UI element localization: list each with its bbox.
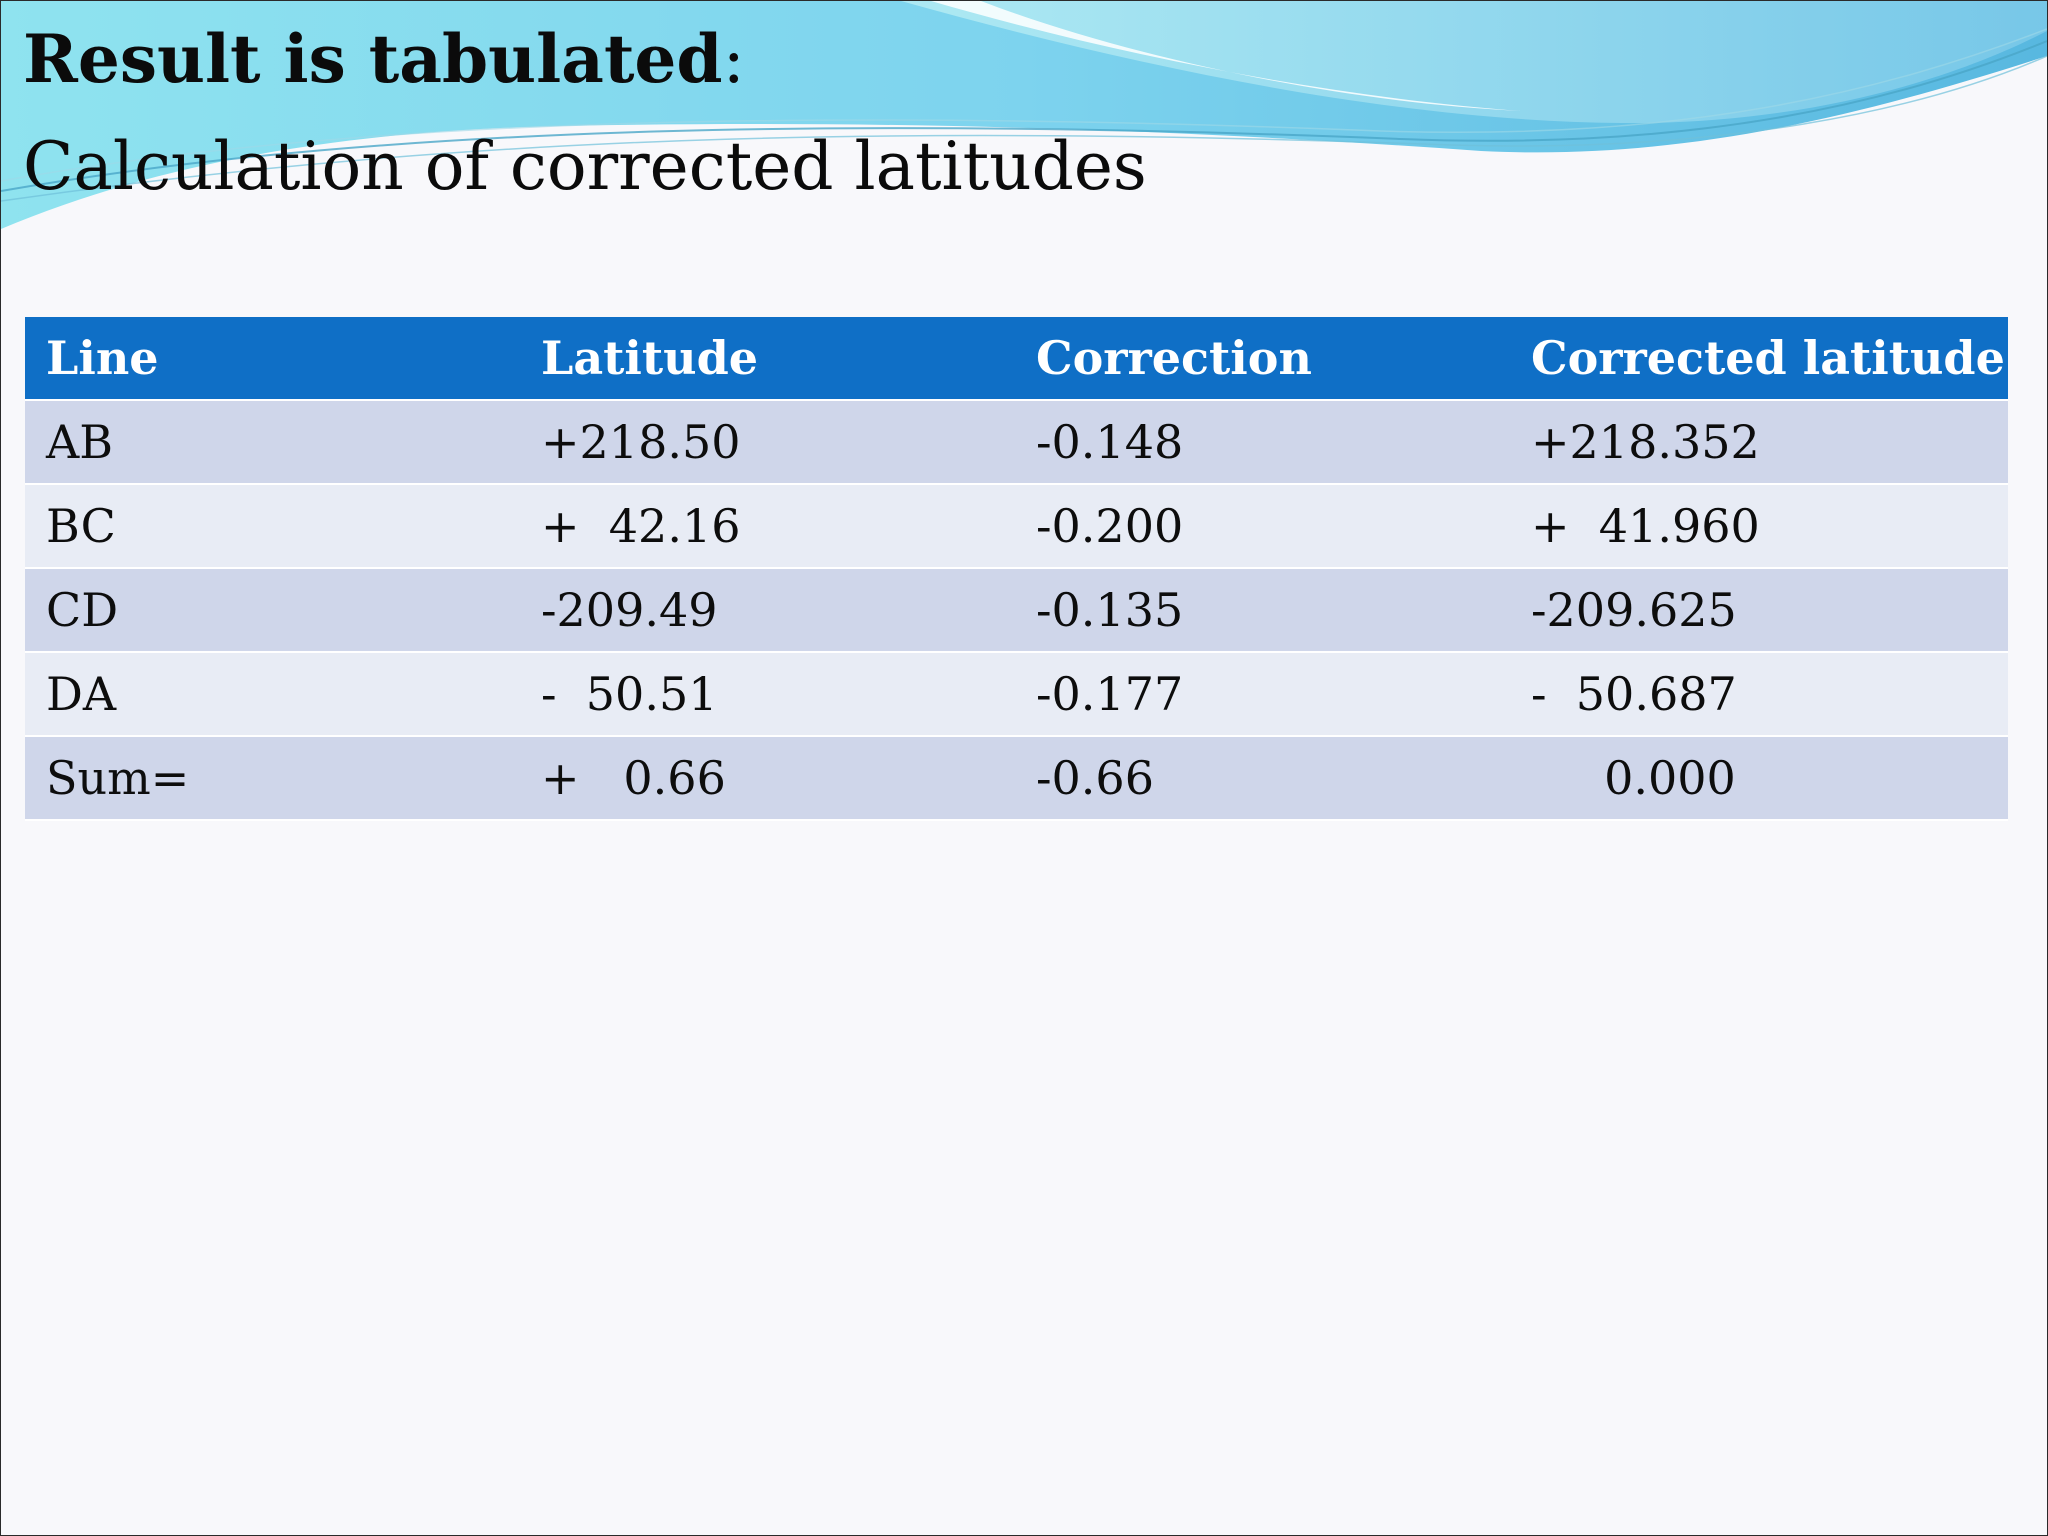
cell-latitude: + 0.66 [520,736,1015,821]
table-header-row: Line Latitude Correction Corrected latit… [25,317,2008,401]
cell-line: Sum= [25,736,520,821]
cell-correction: -0.177 [1015,652,1510,737]
cell-line: AB [25,400,520,485]
wave-thin-line-1 [1,40,2047,192]
wave-thin-line-2 [1,55,2047,202]
wave-white-band [931,1,1521,111]
cell-line: DA [25,652,520,737]
cell-latitude: + 42.16 [520,484,1015,569]
cell-corrected-latitude: +218.352 [1510,400,2008,485]
cell-correction: -0.135 [1015,568,1510,653]
slide-subtitle: Calculation of corrected latitudes [23,128,1147,205]
table-row-sum: Sum= + 0.66 -0.66 0.000 [25,736,2008,821]
wave-highlight [901,1,2047,124]
cell-latitude: - 50.51 [520,652,1015,737]
slide-title: Result is tabulated: [23,19,745,100]
wave-thin-line-3 [1,28,2047,182]
header-latitude: Latitude [520,317,1015,401]
slide-title-text: Result is tabulated [23,20,723,98]
header-corrected-latitude: Corrected latitude [1510,317,2008,401]
cell-latitude: -209.49 [520,568,1015,653]
table-row: BC + 42.16 -0.200 + 41.960 [25,484,2008,569]
cell-line: BC [25,484,520,569]
table-row: CD -209.49 -0.135 -209.625 [25,568,2008,653]
cell-corrected-latitude: - 50.687 [1510,652,2008,737]
cell-correction: -0.66 [1015,736,1510,821]
latitude-table: Line Latitude Correction Corrected latit… [25,317,2008,821]
slide-title-colon: : [722,21,745,98]
cell-correction: -0.148 [1015,400,1510,485]
cell-corrected-latitude: + 41.960 [1510,484,2008,569]
cell-corrected-latitude: -209.625 [1510,568,2008,653]
cell-correction: -0.200 [1015,484,1510,569]
cell-line: CD [25,568,520,653]
table-row: DA - 50.51 -0.177 - 50.687 [25,652,2008,737]
decorative-wave-banner [1,1,2047,229]
table-row: AB +218.50 -0.148 +218.352 [25,400,2008,485]
cell-latitude: +218.50 [520,400,1015,485]
header-line: Line [25,317,520,401]
header-correction: Correction [1015,317,1510,401]
cell-corrected-latitude: 0.000 [1510,736,2008,821]
